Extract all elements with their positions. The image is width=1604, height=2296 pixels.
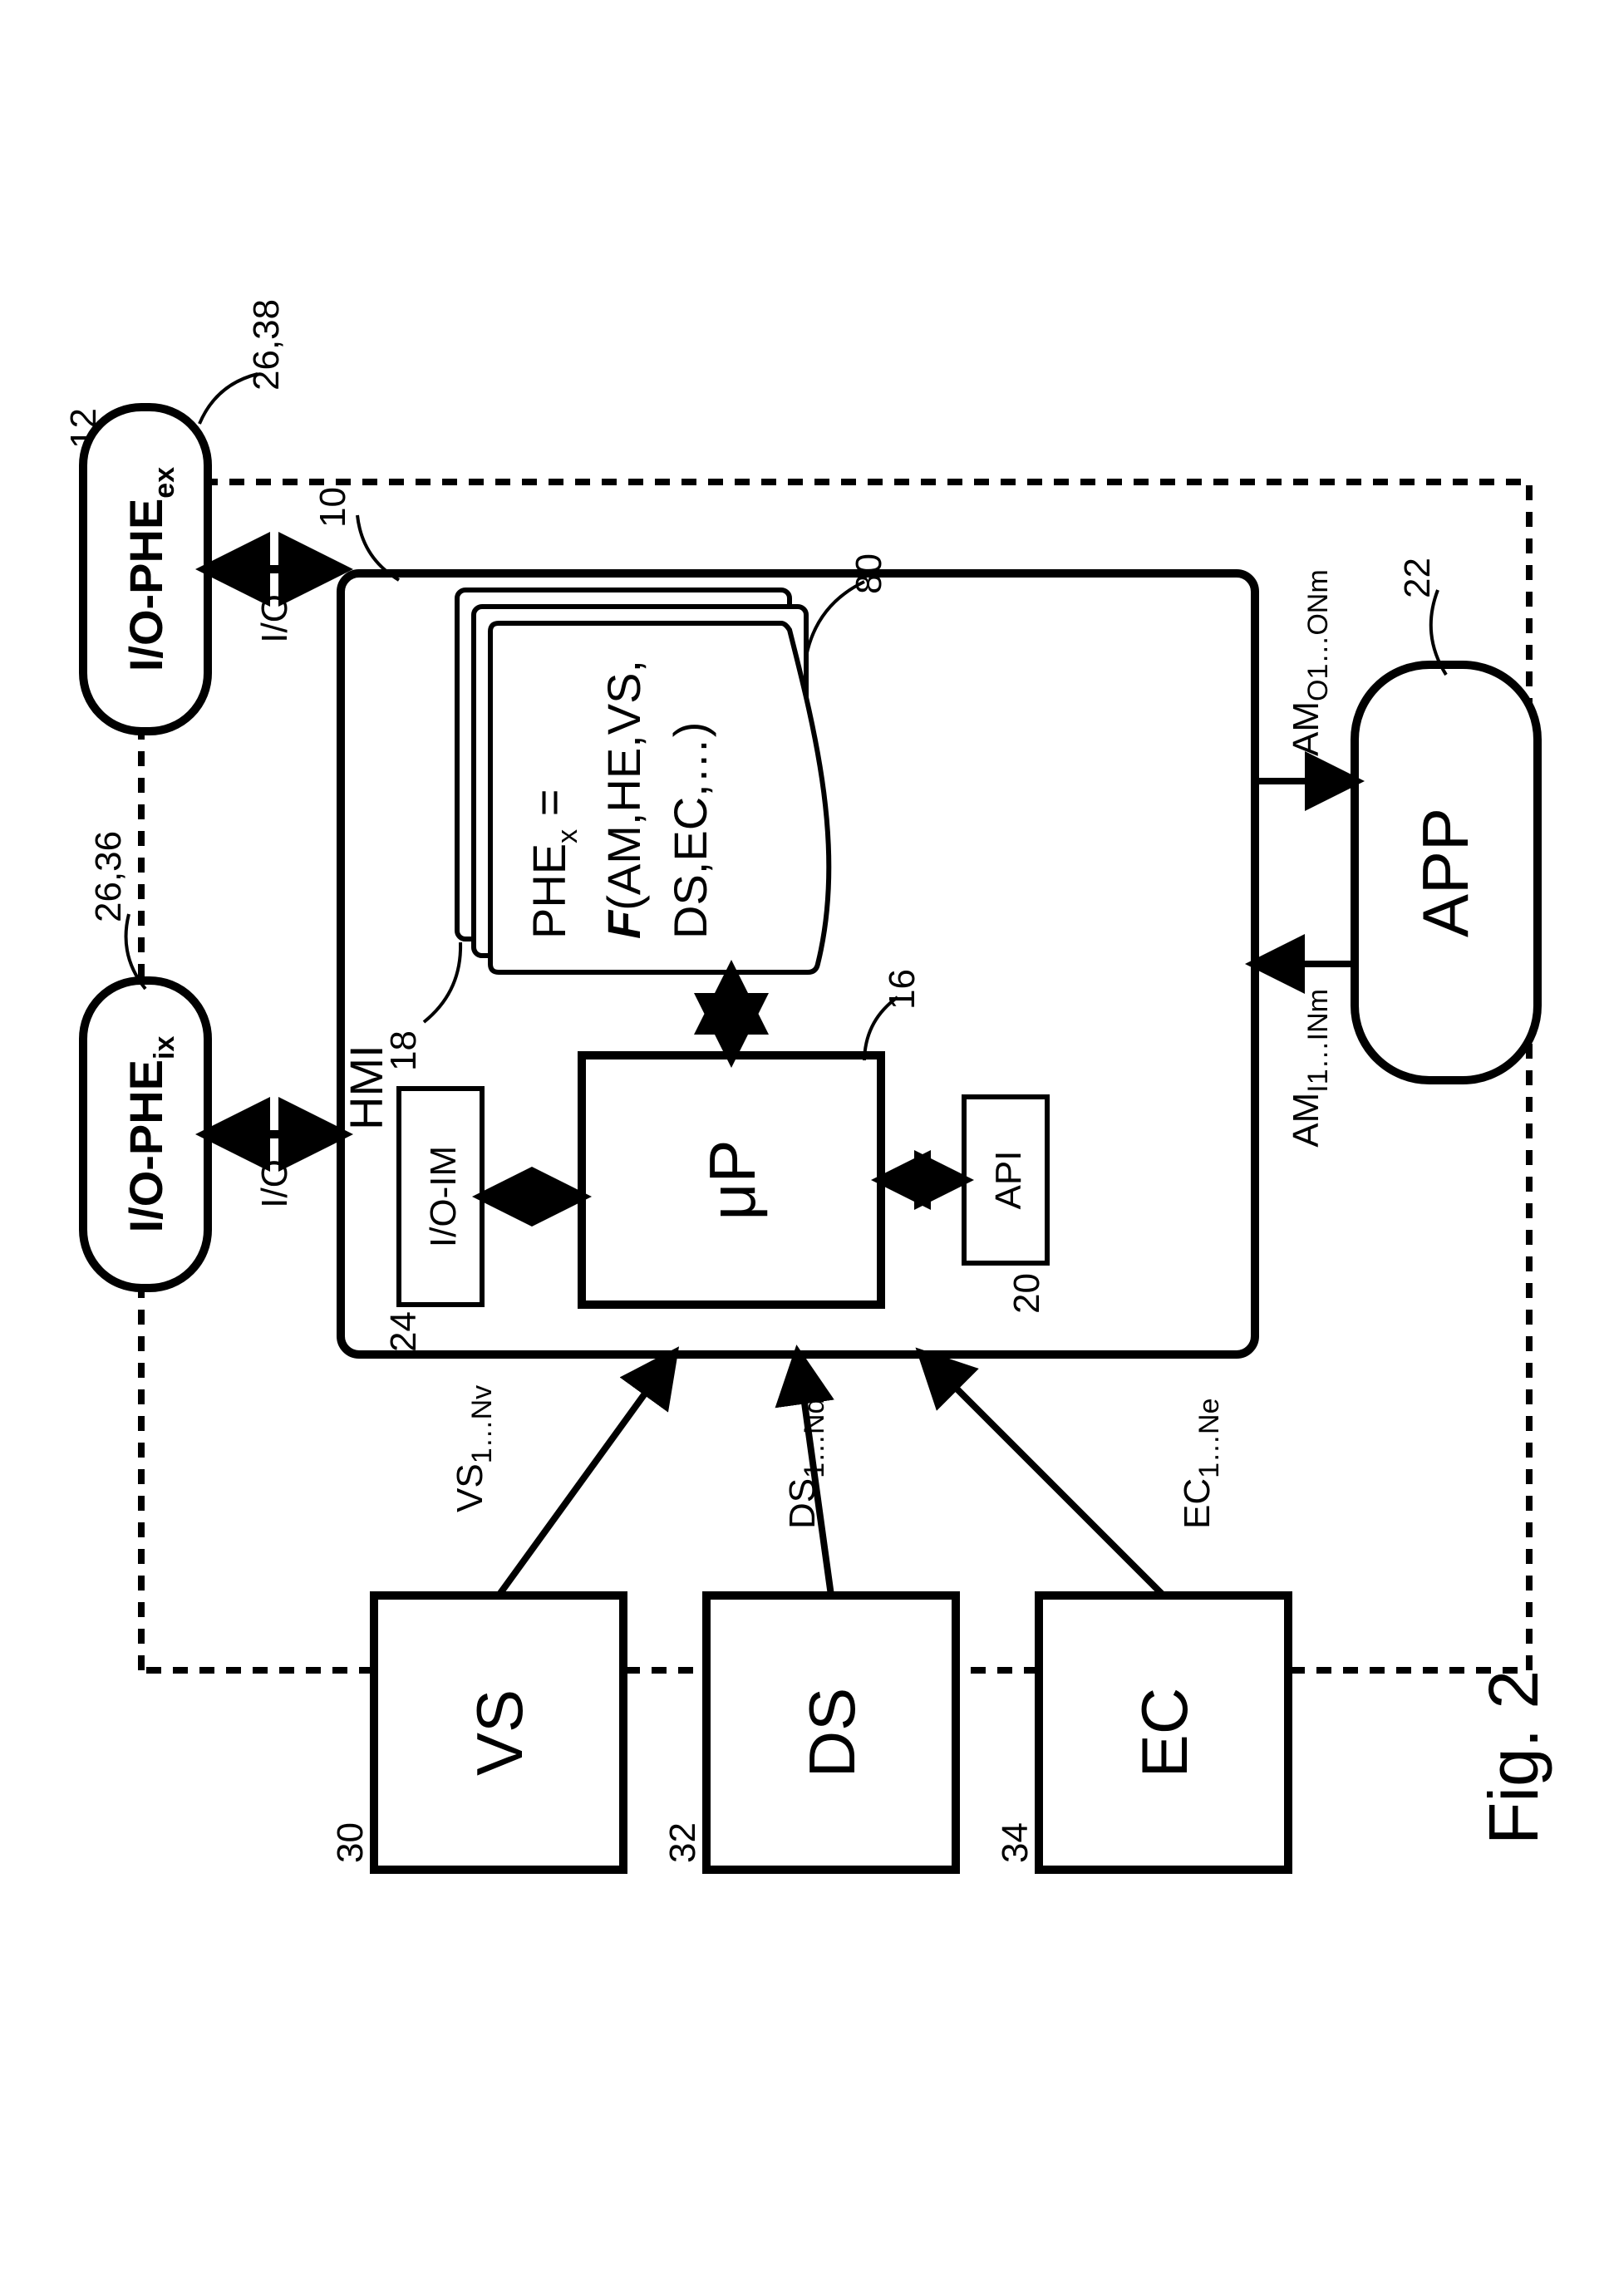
svg-text:API: API [988,1151,1029,1210]
svg-text:16: 16 [882,969,923,1010]
svg-text:DS: DS [795,1688,868,1777]
svg-text:VS: VS [463,1689,536,1776]
svg-text:I/O-PHEix: I/O-PHEix [120,1035,180,1232]
svg-text:PHEx =: PHEx = [523,789,583,939]
svg-text:20: 20 [1006,1273,1047,1314]
svg-text:10: 10 [312,487,353,528]
svg-text:24: 24 [383,1311,424,1352]
svg-text:18: 18 [383,1030,424,1071]
svg-text:DS,EC,…): DS,EC,…) [664,722,716,939]
svg-text:EC: EC [1128,1688,1201,1777]
svg-text:I/O: I/O [254,594,295,643]
svg-text:I/O-IM: I/O-IM [423,1146,464,1247]
svg-text:26,38: 26,38 [246,299,287,391]
svg-text:Fig. 2: Fig. 2 [1474,1670,1552,1845]
svg-text:32: 32 [662,1822,703,1863]
svg-text:APP: APP [1409,808,1482,937]
svg-text:30: 30 [330,1822,371,1863]
svg-text:22: 22 [1397,558,1438,598]
svg-text:I/O: I/O [254,1159,295,1208]
svg-text:34: 34 [995,1822,1036,1863]
svg-text:F(AM,HE,VS,: F(AM,HE,VS, [598,660,650,939]
svg-text:26,36: 26,36 [88,831,129,922]
svg-text:80: 80 [849,553,889,594]
svg-text:μP: μP [696,1140,769,1221]
